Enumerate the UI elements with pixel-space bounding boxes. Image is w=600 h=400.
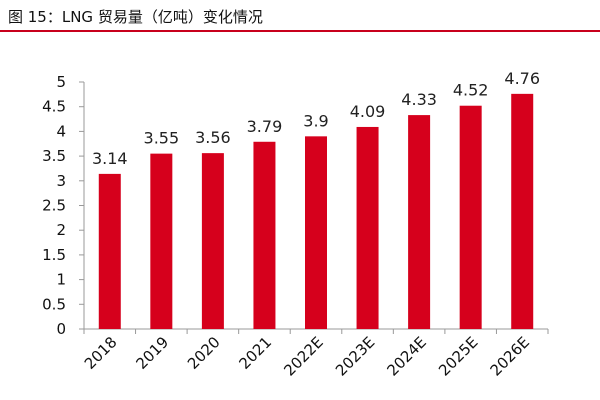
data-label: 3.55 [144, 129, 180, 148]
y-tick-label: 0 [56, 320, 66, 338]
bar [408, 115, 431, 330]
figure-title: 图 15：LNG 贸易量（亿吨）变化情况 [8, 8, 263, 26]
data-label: 3.56 [195, 128, 231, 147]
y-tick-label: 5 [56, 73, 66, 91]
y-tick-label: 2.5 [42, 197, 66, 215]
bar [459, 105, 482, 329]
bar [150, 153, 173, 329]
x-tick-label: 2023E [332, 333, 378, 379]
x-tick-label: 2020 [184, 333, 224, 373]
x-tick-label: 2025E [435, 333, 481, 379]
y-tick-label: 3.5 [42, 147, 66, 165]
y-tick-label: 2 [56, 221, 66, 239]
x-tick-label: 2024E [384, 333, 430, 379]
y-tick-label: 4.5 [42, 98, 66, 116]
bar [98, 173, 121, 329]
data-label: 4.33 [401, 90, 437, 109]
bar [305, 136, 327, 329]
y-tick-label: 1 [56, 271, 66, 289]
title-rule [0, 30, 600, 32]
x-tick-label: 2026E [487, 333, 533, 379]
y-tick-label: 0.5 [42, 295, 66, 313]
data-label: 3.9 [303, 111, 328, 130]
bar [356, 126, 379, 329]
x-tick-label: 2018 [81, 333, 121, 373]
bar [511, 93, 534, 329]
data-label: 3.14 [92, 149, 128, 168]
y-tick-label: 3 [56, 172, 66, 190]
x-tick-label: 2019 [132, 333, 172, 373]
bar [201, 153, 224, 329]
x-tick-label: 2021 [236, 333, 276, 373]
data-label: 4.09 [350, 102, 386, 121]
x-tick-label: 2022E [280, 333, 326, 379]
bar [253, 141, 276, 329]
y-tick-label: 1.5 [42, 246, 66, 264]
data-label: 4.52 [453, 81, 489, 100]
data-label: 4.76 [504, 69, 540, 88]
data-label: 3.79 [247, 117, 283, 136]
y-tick-label: 4 [56, 122, 66, 140]
